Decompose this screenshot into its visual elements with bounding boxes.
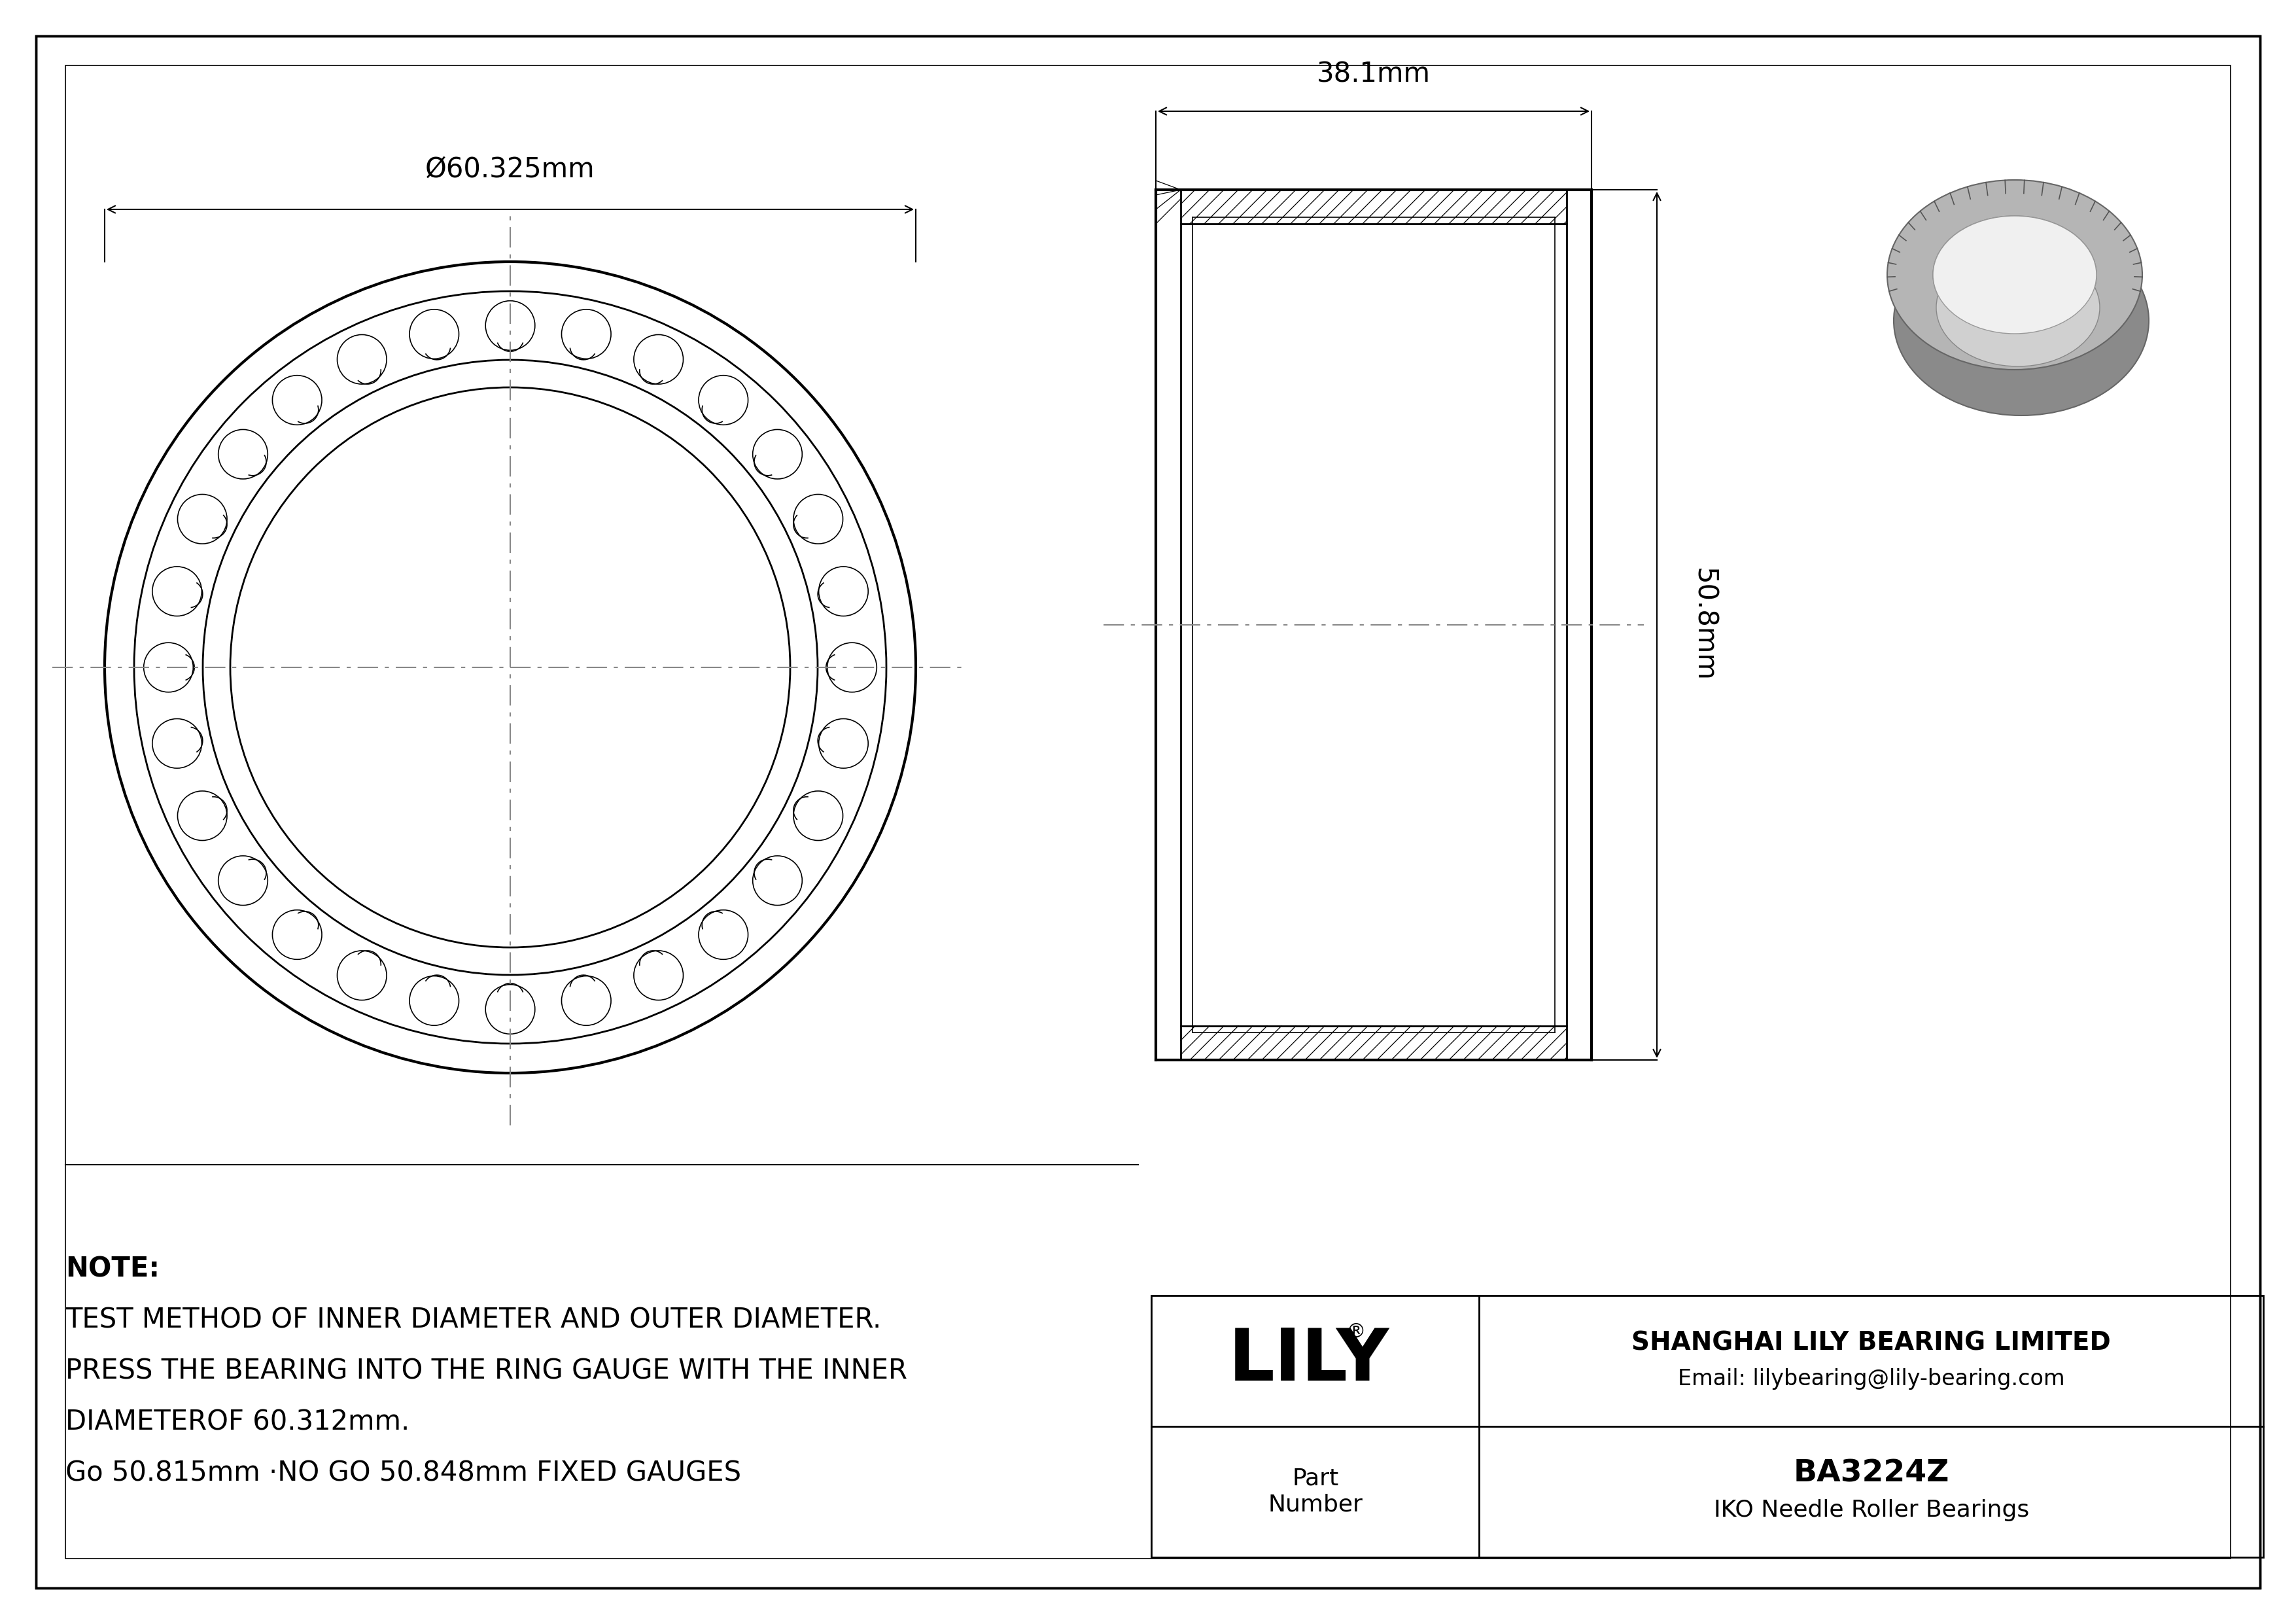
Bar — [1150, 1296, 2264, 1557]
Text: TEST METHOD OF INNER DIAMETER AND OUTER DIAMETER.: TEST METHOD OF INNER DIAMETER AND OUTER … — [64, 1307, 882, 1335]
Text: 50.8mm: 50.8mm — [1690, 568, 1717, 682]
Text: Part: Part — [1293, 1468, 1339, 1489]
Ellipse shape — [1936, 248, 2101, 367]
Text: SHANGHAI LILY BEARING LIMITED: SHANGHAI LILY BEARING LIMITED — [1632, 1330, 2110, 1354]
Text: NOTE:: NOTE: — [64, 1255, 161, 1283]
Ellipse shape — [1933, 216, 2096, 333]
Text: LILY: LILY — [1228, 1325, 1389, 1397]
Text: Email: lilybearing@lily-bearing.com: Email: lilybearing@lily-bearing.com — [1678, 1369, 2064, 1390]
Text: PRESS THE BEARING INTO THE RING GAUGE WITH THE INNER: PRESS THE BEARING INTO THE RING GAUGE WI… — [64, 1358, 907, 1385]
Ellipse shape — [1887, 180, 2142, 370]
Ellipse shape — [1894, 226, 2149, 416]
Text: Ø60.325mm: Ø60.325mm — [425, 156, 595, 184]
Text: DIAMETEROF 60.312mm.: DIAMETEROF 60.312mm. — [64, 1408, 409, 1436]
Ellipse shape — [1933, 216, 2096, 333]
Text: Number: Number — [1267, 1494, 1364, 1517]
Text: IKO Needle Roller Bearings: IKO Needle Roller Bearings — [1713, 1499, 2030, 1522]
Text: Go 50.815mm ·NO GO 50.848mm FIXED GAUGES: Go 50.815mm ·NO GO 50.848mm FIXED GAUGES — [64, 1460, 742, 1488]
Text: ®: ® — [1345, 1322, 1366, 1341]
Text: 38.1mm: 38.1mm — [1318, 60, 1430, 88]
Text: BA3224Z: BA3224Z — [1793, 1458, 1949, 1488]
